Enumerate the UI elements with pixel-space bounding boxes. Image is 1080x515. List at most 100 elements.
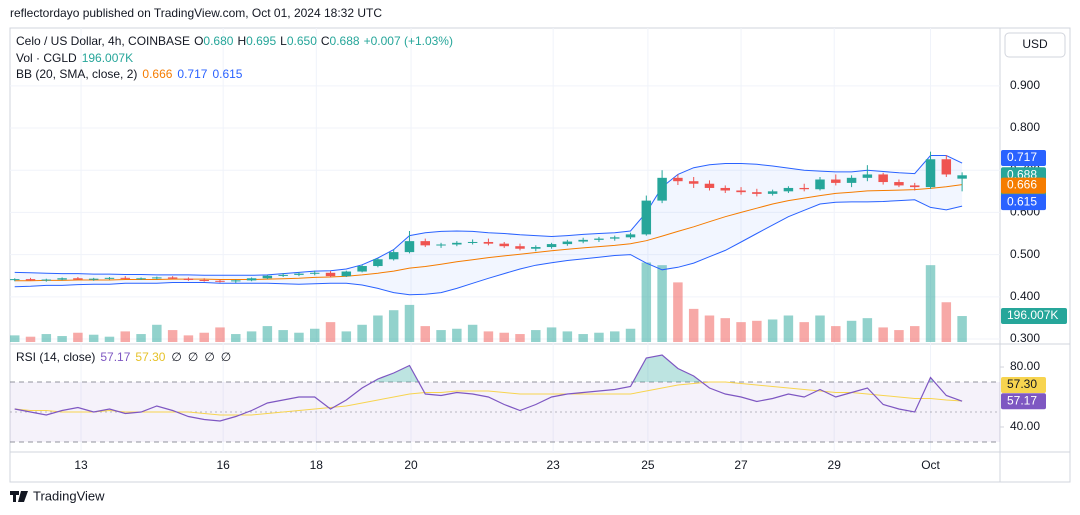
volume-bar xyxy=(262,326,273,342)
volume-bar xyxy=(120,331,130,342)
rsi-tag-bg xyxy=(1001,393,1046,410)
c-label: C xyxy=(321,34,330,48)
y-tick-label: 0.500 xyxy=(1010,247,1040,261)
volume-bar xyxy=(910,326,920,342)
bb-lower-tag: 0.615 xyxy=(1007,194,1037,208)
volume-bar xyxy=(767,319,778,342)
bb-title: BB (20, SMA, close, 2) xyxy=(16,67,137,81)
volume-bar xyxy=(325,322,336,342)
bb-lower-tag-bg xyxy=(1001,194,1046,211)
candle-body xyxy=(404,241,415,253)
volume-bar xyxy=(752,320,762,342)
volume-bar xyxy=(57,336,67,342)
x-tick-label: 13 xyxy=(74,458,88,472)
candle-body xyxy=(531,247,541,249)
volume-bar xyxy=(925,265,936,342)
volume-bar xyxy=(104,336,115,342)
volume-bar xyxy=(73,332,83,342)
volume-bar xyxy=(815,315,825,342)
volume-bar xyxy=(199,332,209,342)
volume-bar xyxy=(799,322,809,342)
volume-bar xyxy=(41,334,52,342)
symbol-title: Celo / US Dollar, 4h, COINBASE xyxy=(16,34,190,48)
candle-body xyxy=(467,241,478,243)
candle-body xyxy=(815,179,825,190)
candle-body xyxy=(10,279,20,281)
x-tick-label: 20 xyxy=(404,458,418,472)
currency-button[interactable] xyxy=(1004,32,1066,58)
x-tick-label: 23 xyxy=(546,458,560,472)
rsi-ma-tag-bg xyxy=(1001,377,1046,394)
candle-body xyxy=(878,174,888,183)
volume-bar xyxy=(294,332,304,342)
y-tick-label: 0.800 xyxy=(1010,120,1040,134)
x-tick-label: Oct xyxy=(921,458,940,472)
main-legend: Celo / US Dollar, 4h, COINBASE O0.680 H0.6… xyxy=(16,34,453,48)
rsi-empty: ∅ xyxy=(188,350,198,364)
volume-bar xyxy=(862,318,873,342)
volume-tag: 196.007K xyxy=(1007,308,1058,322)
x-tick-label: 25 xyxy=(641,458,655,472)
volume-bar xyxy=(183,335,194,342)
candle-body xyxy=(546,244,557,248)
logo xyxy=(10,491,28,502)
candle-body xyxy=(625,234,636,238)
y-tick-label: 0.900 xyxy=(1010,78,1040,92)
candle-body xyxy=(910,185,920,188)
candle-body xyxy=(499,243,509,247)
x-tick-label: 16 xyxy=(216,458,230,472)
rsi-ma-line xyxy=(14,381,963,416)
volume-bar xyxy=(531,330,541,342)
volume-title: Vol · CGLD xyxy=(16,51,77,65)
candle-body xyxy=(562,241,573,245)
plot-area: 13 16 18 20 23 25 27 29 Oct0.3000.4000.5000.6000… xyxy=(10,28,1040,472)
candle-body xyxy=(688,181,699,184)
candle-body xyxy=(104,277,115,279)
candle-body xyxy=(278,274,288,276)
candle-body xyxy=(799,187,809,190)
footer: TradingView xyxy=(10,488,105,503)
volume-bar xyxy=(657,265,667,342)
volume-bar xyxy=(515,334,525,342)
volume-bar xyxy=(610,331,620,342)
bb-lower xyxy=(14,199,963,296)
volume-legend: Vol · CGLD 196.007K xyxy=(16,51,133,65)
volume-bar xyxy=(878,327,888,342)
volume-bar xyxy=(846,320,857,342)
rsi-legend: RSI (14, close) 57.17 57.30 ∅ ∅ ∅ ∅ xyxy=(16,350,231,364)
volume-bar xyxy=(546,327,557,342)
x-tick-label: 29 xyxy=(828,458,842,472)
bb-legend: BB (20, SMA, close, 2) 0.666 0.717 0.615 xyxy=(16,67,243,81)
candle-body xyxy=(246,278,257,281)
volume-bar xyxy=(373,315,383,342)
volume-bar xyxy=(783,315,794,342)
candle-body xyxy=(720,187,730,191)
o-value: 0.680 xyxy=(203,34,233,48)
h-value: 0.695 xyxy=(246,34,276,48)
currency[interactable]: USD xyxy=(1022,37,1048,51)
l-value: 0.650 xyxy=(287,34,317,48)
volume-bar xyxy=(625,328,636,342)
candle-body xyxy=(215,280,225,282)
candle-body xyxy=(783,187,794,192)
publisher: reflectordayo published on TradingView.c… xyxy=(10,6,382,20)
x-tick-label: 27 xyxy=(734,458,748,472)
volume-bar xyxy=(720,318,730,342)
candle-body xyxy=(152,277,162,279)
volume-bar xyxy=(152,324,162,342)
volume-bar xyxy=(594,332,604,342)
candle-body xyxy=(41,279,52,281)
change: +0.007 (+1.03%) xyxy=(364,34,453,48)
y-tick-label: 0.400 xyxy=(1010,289,1040,303)
volume-bar xyxy=(436,330,446,342)
candle-body xyxy=(846,177,857,183)
candle-body xyxy=(736,190,746,193)
o-label: O xyxy=(194,34,203,48)
volume-bar xyxy=(420,326,430,342)
volume-bar xyxy=(831,326,841,342)
volume-bar xyxy=(483,331,494,342)
volume-bar xyxy=(688,308,699,342)
volume-bar xyxy=(641,262,652,342)
candle-body xyxy=(578,239,588,242)
